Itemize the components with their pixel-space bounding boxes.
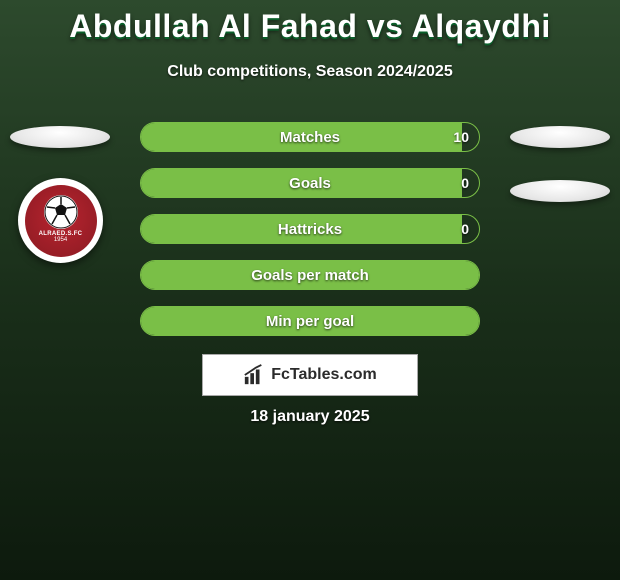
stat-bar-right-value: 0 [461,169,469,197]
barchart-icon [243,364,265,386]
stat-bar-label: Hattricks [141,215,479,243]
stat-bar: Min per goal [140,306,480,336]
page-title: Abdullah Al Fahad vs Alqaydhi [0,0,620,45]
stat-bar-label: Goals [141,169,479,197]
stat-bar-label: Min per goal [141,307,479,335]
page-subtitle: Club competitions, Season 2024/2025 [0,63,620,81]
stat-bar: Matches10 [140,122,480,152]
stat-bar: Goals0 [140,168,480,198]
stat-bar-right-value: 10 [453,123,469,151]
club-badge-inner: ALRAED.S.FC 1954 [25,185,97,257]
stat-bars: Matches10Goals0Hattricks0Goals per match… [140,122,480,352]
stat-bar-label: Matches [141,123,479,151]
source-box[interactable]: FcTables.com [202,354,418,396]
stat-bar-right-value: 0 [461,215,469,243]
club-placeholder-right [510,180,610,202]
avatar-placeholder-right [510,126,610,148]
comparison-card: Abdullah Al Fahad vs Alqaydhi Club compe… [0,0,620,580]
avatar-placeholder-left [10,126,110,148]
source-text: FcTables.com [271,366,377,384]
stat-bar: Goals per match [140,260,480,290]
club-ball-icon [44,195,78,229]
club-badge-year: 1954 [54,237,67,243]
club-badge-left: ALRAED.S.FC 1954 [18,178,103,263]
date-label: 18 january 2025 [0,408,620,426]
stat-bar: Hattricks0 [140,214,480,244]
stat-bar-label: Goals per match [141,261,479,289]
